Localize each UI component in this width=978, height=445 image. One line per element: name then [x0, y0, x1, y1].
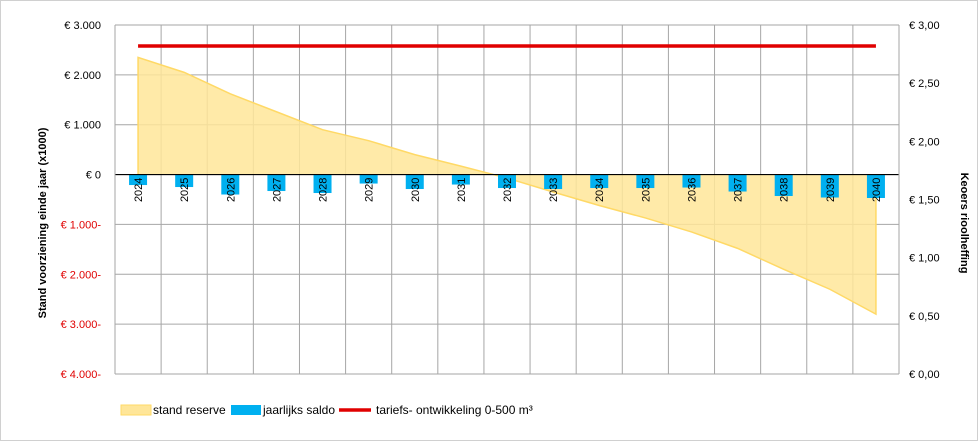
legend-swatch-jaarlijks-saldo	[231, 405, 261, 415]
jaarlijks-saldo-bars	[129, 174, 885, 199]
legend-label-tarief: tariefs- ontwikkeling 0-500 m³	[376, 403, 533, 417]
category-label: 2033	[548, 178, 560, 202]
left-tick-label: € 2.000	[64, 70, 101, 82]
legend-swatch-stand-reserve	[120, 404, 152, 416]
category-label: 2034	[594, 178, 606, 202]
left-tick-label: € 3.000	[64, 20, 101, 32]
stand-reserve-fill	[138, 57, 876, 315]
saldo-bar-2024	[129, 174, 148, 186]
left-tick-label: € 1.000-	[61, 219, 102, 231]
saldo-bar-2033	[544, 174, 563, 190]
right-tick-label: € 1,00	[909, 253, 940, 265]
saldo-bar-2036	[682, 174, 701, 188]
category-label: 2031	[456, 178, 468, 202]
left-tick-label: € 1.000	[64, 120, 101, 132]
category-label: 2038	[779, 178, 791, 202]
category-label: 2032	[502, 178, 514, 202]
category-label: 2040	[871, 178, 883, 202]
left-tick-label: € 4.000-	[61, 369, 102, 381]
saldo-bar-2029	[359, 174, 378, 184]
right-tick-label: € 0,50	[909, 311, 940, 323]
right-tick-label: € 3,00	[909, 20, 940, 32]
category-label: 2028	[318, 178, 330, 202]
category-label: 2024	[133, 178, 145, 202]
saldo-bar-2040	[866, 174, 885, 199]
category-label: 2036	[686, 178, 698, 202]
category-label: 2035	[640, 178, 652, 202]
category-label: 2027	[271, 178, 283, 202]
left-tick-label: € 0	[86, 170, 101, 182]
left-axis-title: Stand voorziening einde jaar (x1000)	[37, 127, 49, 318]
saldo-bar-2030	[405, 174, 424, 190]
right-tick-label: € 2,00	[909, 136, 940, 148]
category-label: 2039	[825, 178, 837, 202]
saldo-bar-2035	[636, 174, 655, 189]
category-label: 2037	[733, 178, 745, 202]
saldo-bar-2034	[590, 174, 609, 189]
category-label: 2026	[225, 178, 237, 202]
right-axis-title: Keoers rioolheffing	[958, 173, 970, 274]
legend: stand reserve jaarlijks saldo tariefs- ont…	[120, 403, 533, 417]
saldo-bar-2039	[820, 174, 839, 198]
saldo-bar-2037	[728, 174, 747, 192]
legend-label-jaarlijks-saldo: jaarlijks saldo	[262, 403, 335, 417]
right-tick-label: € 1,50	[909, 195, 940, 207]
left-tick-label: € 2.000-	[61, 269, 102, 281]
saldo-bar-2032	[498, 174, 516, 189]
right-tick-label: € 0,00	[909, 369, 940, 381]
right-axis-tick-labels: € 3,00 € 2,50 € 2,00 € 1,50 € 1,00 € 0,50 € 0,…	[909, 20, 940, 381]
saldo-bar-2027	[267, 174, 286, 192]
category-label: 2025	[179, 178, 191, 202]
category-label: 2029	[364, 178, 376, 202]
saldo-bar-2031	[451, 174, 470, 185]
saldo-bar-2028	[313, 174, 332, 194]
right-tick-label: € 2,50	[909, 78, 940, 90]
saldo-bar-2025	[175, 174, 194, 188]
category-labels: 2024 2025 2026 2027 2028 2029 2030 2031 2032 2033…	[133, 178, 883, 202]
legend-label-stand-reserve: stand reserve	[153, 403, 226, 417]
axes	[114, 25, 900, 374]
saldo-bar-2038	[774, 174, 793, 197]
saldo-bar-2026	[221, 174, 240, 195]
left-axis-tick-labels: € 3.000 € 2.000 € 1.000 € 0 € 1.000- € 2.000-…	[61, 20, 102, 381]
left-tick-label: € 3.000-	[61, 319, 102, 331]
category-label: 2030	[410, 178, 422, 202]
